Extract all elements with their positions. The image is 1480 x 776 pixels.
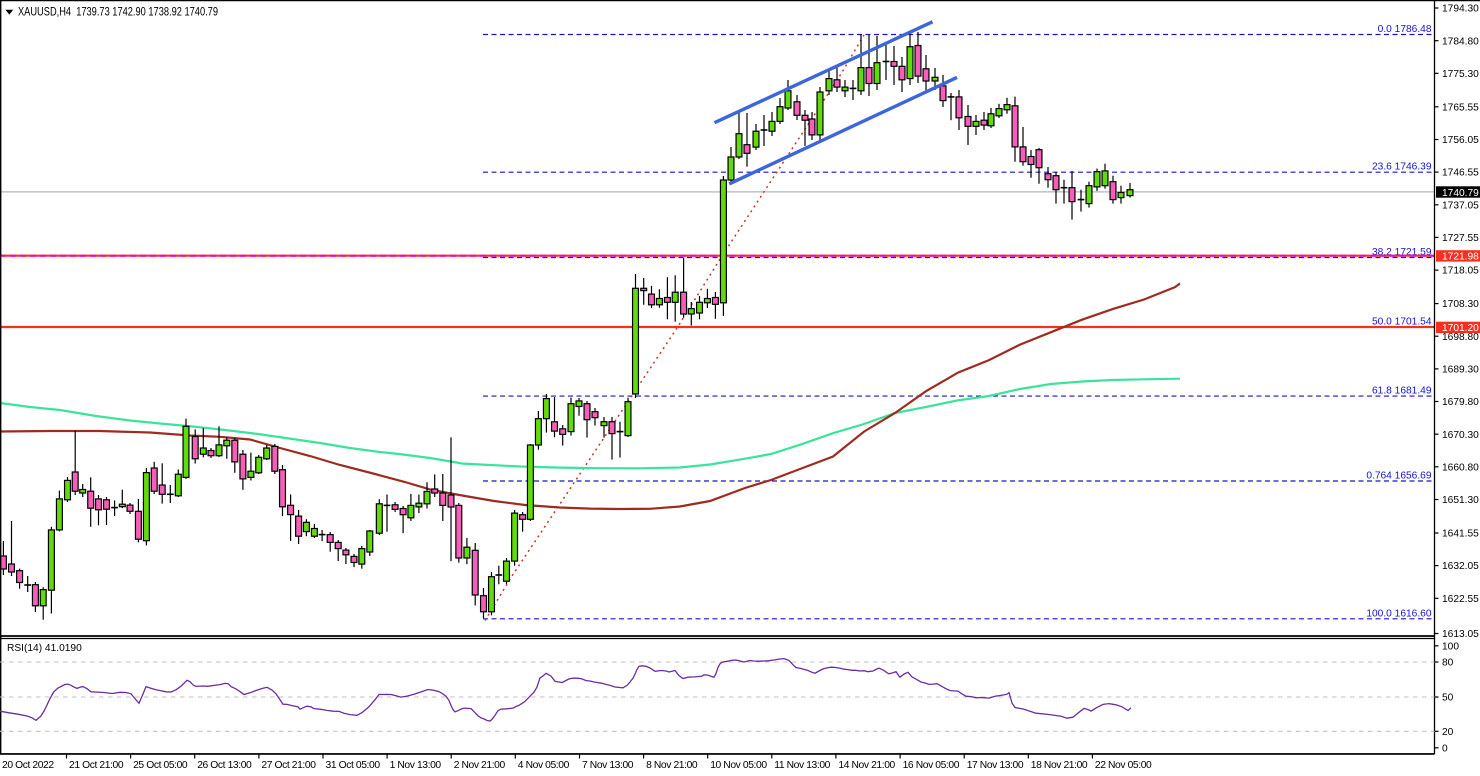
svg-text:1708.30: 1708.30: [1442, 299, 1479, 310]
svg-text:1721.98: 1721.98: [1442, 252, 1479, 263]
svg-text:38.2 1721.59: 38.2 1721.59: [1372, 247, 1432, 258]
svg-text:20: 20: [1442, 727, 1454, 738]
svg-text:1679.80: 1679.80: [1442, 397, 1479, 408]
svg-text:7 Nov 13:00: 7 Nov 13:00: [582, 760, 634, 771]
svg-text:XAUUSD,H4 1739.73 1742.90 173: XAUUSD,H4 1739.73 1742.90 1738.92 1740.7…: [18, 6, 218, 19]
svg-text:1698.80: 1698.80: [1442, 332, 1479, 343]
svg-text:26 Oct 13:00: 26 Oct 13:00: [197, 760, 252, 771]
svg-text:25 Oct 05:00: 25 Oct 05:00: [133, 760, 188, 771]
svg-text:50: 50: [1442, 693, 1454, 704]
svg-text:1737.05: 1737.05: [1442, 200, 1479, 211]
svg-text:1641.55: 1641.55: [1442, 529, 1479, 540]
svg-text:1689.30: 1689.30: [1442, 365, 1479, 376]
svg-text:1756.05: 1756.05: [1442, 135, 1479, 146]
svg-text:20 Oct 2022: 20 Oct 2022: [2, 760, 54, 771]
svg-text:1775.30: 1775.30: [1442, 69, 1479, 80]
svg-text:0: 0: [1442, 743, 1448, 754]
svg-text:80: 80: [1442, 658, 1454, 669]
svg-text:1746.55: 1746.55: [1442, 168, 1479, 179]
svg-text:0.0 1786.48: 0.0 1786.48: [1378, 24, 1432, 35]
svg-text:1784.80: 1784.80: [1442, 36, 1479, 47]
svg-text:1727.55: 1727.55: [1442, 233, 1479, 244]
svg-text:18 Nov 21:00: 18 Nov 21:00: [1031, 760, 1088, 771]
svg-text:1718.05: 1718.05: [1442, 266, 1479, 277]
svg-text:23.6 1746.39: 23.6 1746.39: [1372, 162, 1432, 173]
svg-text:21 Oct 21:00: 21 Oct 21:00: [69, 760, 124, 771]
svg-text:1794.30: 1794.30: [1442, 4, 1479, 15]
svg-text:1651.30: 1651.30: [1442, 495, 1479, 506]
svg-text:2 Nov 21:00: 2 Nov 21:00: [454, 760, 506, 771]
svg-text:1740.79: 1740.79: [1442, 188, 1479, 199]
svg-text:14 Nov 21:00: 14 Nov 21:00: [838, 760, 895, 771]
svg-text:16 Nov 05:00: 16 Nov 05:00: [903, 760, 960, 771]
svg-text:1765.55: 1765.55: [1442, 102, 1479, 113]
svg-text:1670.30: 1670.30: [1442, 430, 1479, 441]
svg-text:1622.55: 1622.55: [1442, 594, 1479, 605]
svg-text:61.8 1681.49: 61.8 1681.49: [1372, 386, 1432, 397]
svg-text:100: 100: [1442, 641, 1459, 652]
svg-text:17 Nov 13:00: 17 Nov 13:00: [967, 760, 1024, 771]
svg-text:100.0 1616.60: 100.0 1616.60: [1366, 608, 1431, 619]
svg-text:10 Nov 05:00: 10 Nov 05:00: [710, 760, 767, 771]
svg-text:1660.80: 1660.80: [1442, 462, 1479, 473]
svg-text:1613.05: 1613.05: [1442, 629, 1479, 640]
svg-text:1 Nov 13:00: 1 Nov 13:00: [390, 760, 442, 771]
svg-text:11 Nov 13:00: 11 Nov 13:00: [774, 760, 830, 771]
svg-text:31 Oct 05:00: 31 Oct 05:00: [326, 760, 381, 771]
svg-text:1701.20: 1701.20: [1442, 323, 1479, 334]
svg-text:22 Nov 05:00: 22 Nov 05:00: [1095, 760, 1152, 771]
svg-text:1632.05: 1632.05: [1442, 561, 1479, 572]
svg-text:RSI(14) 41.0190: RSI(14) 41.0190: [7, 643, 82, 654]
svg-text:27 Oct 21:00: 27 Oct 21:00: [261, 760, 316, 771]
svg-text:0.764 1656.69: 0.764 1656.69: [1366, 471, 1431, 482]
svg-text:4 Nov 05:00: 4 Nov 05:00: [518, 760, 570, 771]
svg-text:50.0 1701.54: 50.0 1701.54: [1372, 316, 1432, 327]
svg-text:8 Nov 21:00: 8 Nov 21:00: [646, 760, 698, 771]
